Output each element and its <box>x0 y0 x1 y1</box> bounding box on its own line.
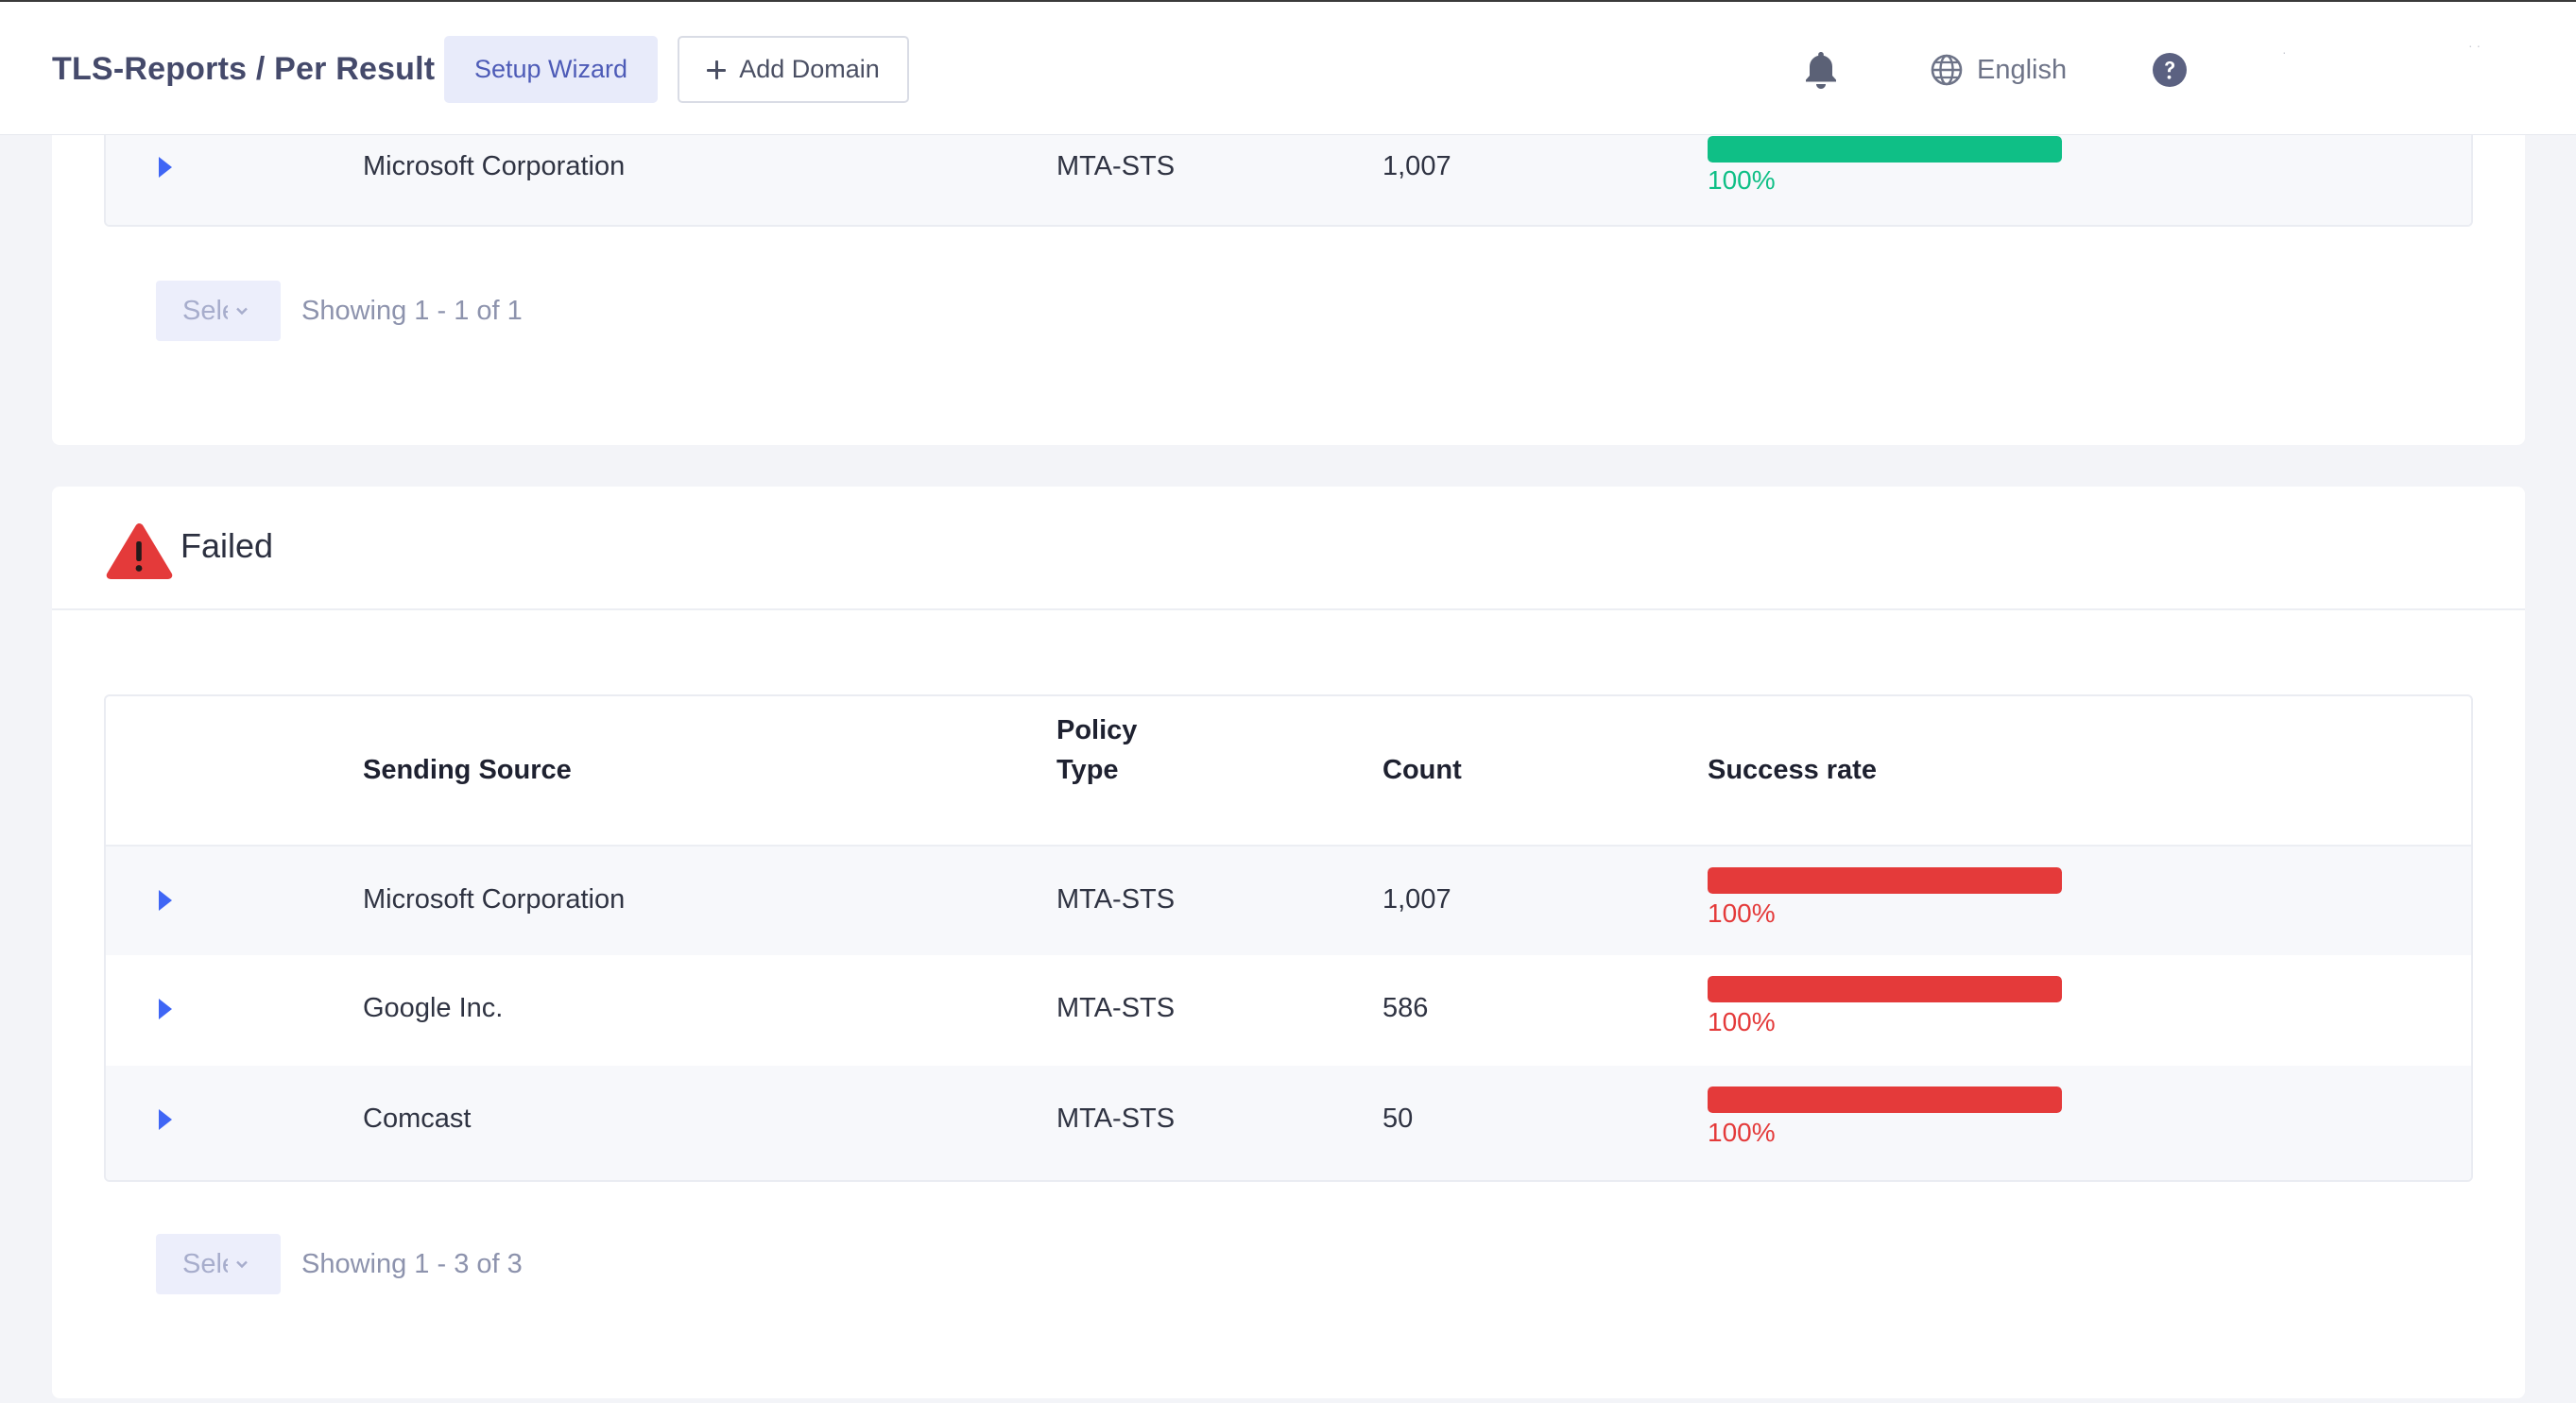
failed-section-title: Failed <box>180 526 274 565</box>
count-cell: 1,007 <box>1382 151 1451 181</box>
failed-results-table: Sending Source Policy Type Count Success… <box>104 694 2473 1182</box>
page-size-select[interactable]: Select <box>156 281 281 341</box>
language-selector[interactable]: English <box>1930 49 2067 91</box>
column-header-policy-type[interactable]: Policy Type <box>1056 710 1137 790</box>
top-header: TLS-Reports / Per Result Setup Wizard Ad… <box>0 0 2576 135</box>
success-rate-label: 100% <box>1708 1118 1776 1147</box>
success-rate-bar <box>1708 976 2062 1002</box>
profile-placeholder: · <box>2282 44 2287 60</box>
failed-section-header: Failed <box>52 487 2525 610</box>
table-row[interactable]: Google Inc. MTA-STS 586 100% <box>106 955 2471 1066</box>
success-rate-bar-fill <box>1708 136 2062 163</box>
expand-row-icon[interactable] <box>159 999 172 1019</box>
pagination-status: Showing 1 - 3 of 3 <box>301 1248 523 1279</box>
pagination: Select Showing 1 - 1 of 1 <box>156 281 523 341</box>
add-domain-label: Add Domain <box>739 55 880 83</box>
question-circle-icon[interactable] <box>2152 52 2188 88</box>
success-rate-label: 100% <box>1708 1007 1776 1036</box>
policy-type-cell: MTA-STS <box>1056 151 1176 181</box>
language-label: English <box>1977 54 2068 85</box>
table-row[interactable]: Comcast MTA-STS 50 100% <box>106 1066 2471 1180</box>
failed-results-card: Failed Sending Source Policy Type Count … <box>52 487 2525 1398</box>
success-rate-bar-fill <box>1708 976 2062 1002</box>
page-title: TLS-Reports / Per Result <box>52 51 436 87</box>
count-cell: 50 <box>1382 1104 1414 1134</box>
table-header-row: Sending Source Policy Type Count Success… <box>106 696 2471 845</box>
table-row[interactable]: Microsoft Corporation MTA-STS 1,007 100% <box>106 845 2471 955</box>
profile-placeholder: · · <box>2468 38 2482 53</box>
success-rate-bar-fill <box>1708 867 2062 894</box>
success-rate-bar <box>1708 1086 2062 1113</box>
policy-type-cell: MTA-STS <box>1056 1104 1176 1134</box>
count-cell: 586 <box>1382 993 1429 1023</box>
chevron-down-icon <box>236 1260 248 1269</box>
globe-icon <box>1931 54 1963 86</box>
bell-icon[interactable] <box>1802 49 1840 91</box>
pagination: Select Showing 1 - 3 of 3 <box>156 1234 523 1294</box>
expand-row-icon[interactable] <box>159 157 172 178</box>
column-header-policy-type-line2: Type <box>1056 755 1119 785</box>
sending-source-cell: Comcast <box>363 1104 472 1134</box>
column-header-sending-source[interactable]: Sending Source <box>363 755 572 785</box>
column-header-success-rate[interactable]: Success rate <box>1708 755 1877 785</box>
add-domain-button[interactable]: Add Domain <box>678 36 909 103</box>
column-header-count[interactable]: Count <box>1382 755 1462 785</box>
success-rate-label: 100% <box>1708 165 1776 195</box>
setup-wizard-label: Setup Wizard <box>473 55 628 83</box>
policy-type-cell: MTA-STS <box>1056 884 1176 915</box>
setup-wizard-button[interactable]: Setup Wizard <box>444 36 658 103</box>
success-rate-bar-fill <box>1708 1086 2062 1113</box>
column-header-policy-type-line1: Policy <box>1056 715 1138 745</box>
success-rate-bar <box>1708 136 2062 163</box>
sending-source-cell: Google Inc. <box>363 993 504 1023</box>
policy-type-cell: MTA-STS <box>1056 993 1176 1023</box>
sending-source-cell: Microsoft Corporation <box>363 151 626 181</box>
success-rate-label: 100% <box>1708 898 1776 928</box>
expand-row-icon[interactable] <box>159 1109 172 1130</box>
page-size-select-label: Select <box>182 295 228 326</box>
chevron-down-icon <box>236 307 248 316</box>
expand-row-icon[interactable] <box>159 890 172 911</box>
page-size-select-label: Select <box>182 1248 228 1279</box>
page-size-select[interactable]: Select <box>156 1234 281 1294</box>
success-rate-bar <box>1708 867 2062 894</box>
plus-icon <box>707 60 727 79</box>
pagination-status: Showing 1 - 1 of 1 <box>301 295 523 326</box>
sending-source-cell: Microsoft Corporation <box>363 884 626 915</box>
count-cell: 1,007 <box>1382 884 1451 915</box>
warning-triangle-icon <box>106 523 173 579</box>
